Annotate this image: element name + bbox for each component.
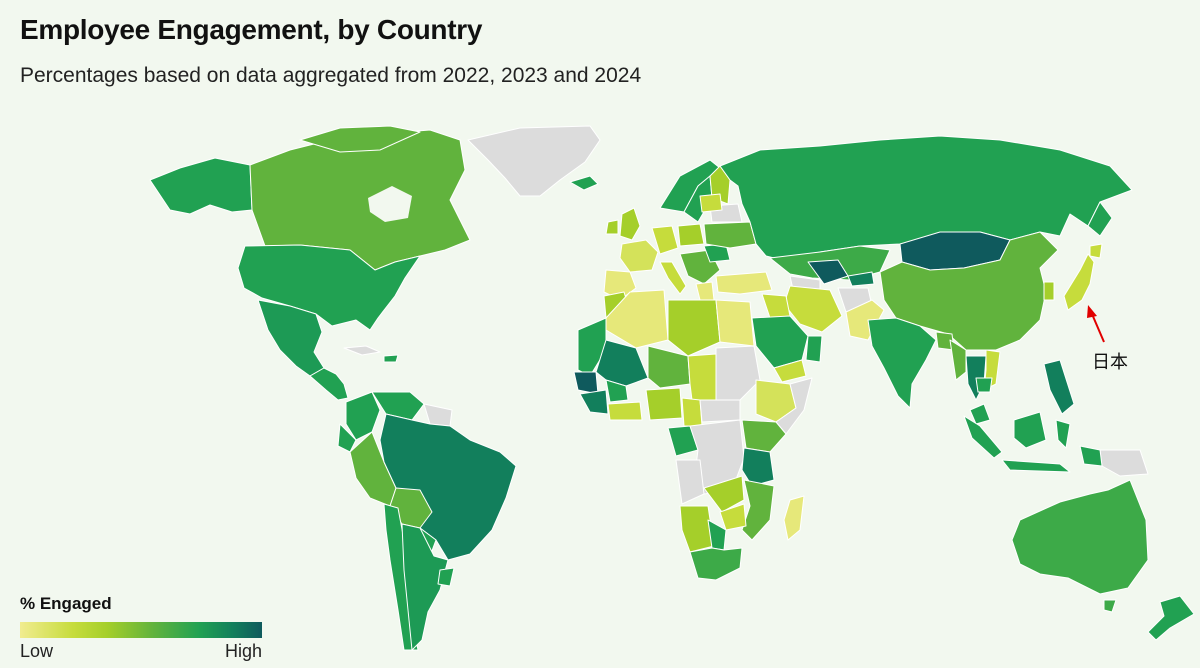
country-guinea[interactable] [579, 389, 609, 415]
country-libya[interactable] [667, 299, 721, 357]
country-ukraine[interactable] [703, 221, 757, 249]
country-car[interactable] [699, 399, 741, 423]
country-malaysia[interactable] [969, 403, 991, 425]
country-uganda-kenya[interactable] [741, 419, 787, 453]
country-angola[interactable] [675, 459, 705, 505]
country-kamchatka[interactable] [1087, 201, 1113, 237]
country-japan[interactable] [1063, 253, 1095, 311]
country-canada-islands[interactable] [299, 125, 421, 153]
country-west-sahara-mauritania[interactable] [577, 317, 607, 377]
country-ghana-ivory[interactable] [607, 401, 643, 421]
country-iraq[interactable] [761, 293, 791, 319]
country-tanzania[interactable] [741, 447, 775, 487]
country-usa[interactable] [237, 244, 421, 331]
country-sudan[interactable] [715, 345, 761, 401]
country-argentina[interactable] [401, 523, 449, 651]
country-poland[interactable] [677, 223, 705, 247]
country-niger[interactable] [647, 345, 691, 389]
legend-high-label: High [224, 641, 262, 661]
hudson-bay [368, 186, 412, 222]
country-germany[interactable] [651, 225, 679, 255]
country-sumatra[interactable] [963, 415, 1003, 459]
annotation-arrow [1087, 305, 1105, 343]
country-kyrgyzstan[interactable] [847, 271, 875, 287]
country-iceland[interactable] [569, 175, 599, 191]
country-india[interactable] [867, 317, 937, 409]
country-ireland[interactable] [605, 219, 619, 235]
legend-gradient-bar [20, 622, 262, 638]
legend: % Engaged Low High [20, 594, 264, 662]
country-oman[interactable] [805, 335, 823, 363]
country-colombia[interactable] [345, 391, 381, 441]
country-south-africa[interactable] [689, 547, 743, 581]
chart-subtitle: Percentages based on data aggregated fro… [20, 64, 642, 87]
country-egypt[interactable] [715, 299, 755, 347]
country-greenland[interactable] [467, 125, 601, 197]
country-java[interactable] [1001, 459, 1071, 473]
country-australia[interactable] [1011, 479, 1149, 595]
country-philippines[interactable] [1043, 359, 1075, 415]
country-uk[interactable] [619, 207, 641, 241]
country-tasmania[interactable] [1103, 599, 1117, 613]
legend-low-label: Low [20, 641, 54, 661]
country-france[interactable] [619, 239, 659, 273]
country-png[interactable] [1099, 449, 1149, 477]
country-venezuela[interactable] [371, 391, 425, 421]
country-burkina[interactable] [605, 379, 629, 403]
country-new-zealand[interactable] [1147, 595, 1195, 641]
country-zambia[interactable] [703, 475, 745, 513]
country-yemen[interactable] [773, 359, 807, 383]
country-guianas[interactable] [423, 403, 453, 427]
country-chad[interactable] [687, 353, 717, 401]
country-cuba[interactable] [343, 345, 381, 356]
country-brazil[interactable] [379, 413, 517, 561]
country-madagascar[interactable] [783, 495, 805, 541]
country-uruguay[interactable] [437, 567, 455, 587]
country-borneo[interactable] [1013, 411, 1047, 449]
country-baltics[interactable] [699, 193, 723, 213]
country-hispaniola[interactable] [383, 354, 399, 363]
country-greece[interactable] [695, 281, 715, 301]
country-nigeria[interactable] [645, 387, 683, 421]
country-namibia[interactable] [679, 505, 715, 553]
country-sulawesi[interactable] [1055, 419, 1071, 449]
country-myanmar[interactable] [949, 339, 967, 381]
annotation-label: 日本 [1092, 352, 1128, 373]
country-cambodia[interactable] [975, 377, 993, 393]
country-japan-hokkaido[interactable] [1089, 243, 1103, 259]
country-west-papua[interactable] [1079, 445, 1103, 467]
country-central-america[interactable] [309, 367, 349, 401]
country-malawi-mozambique[interactable] [741, 479, 775, 541]
country-cameroon[interactable] [681, 397, 703, 427]
country-turkey[interactable] [715, 271, 773, 295]
legend-title: % Engaged [20, 594, 112, 613]
legend-labels: Low High [20, 641, 262, 662]
chart-title: Employee Engagement, by Country [20, 14, 483, 45]
country-senegal[interactable] [573, 371, 599, 395]
country-italy[interactable] [659, 261, 687, 295]
country-zimbabwe[interactable] [719, 503, 747, 531]
country-alaska[interactable] [149, 157, 253, 215]
country-korea[interactable] [1043, 281, 1055, 301]
